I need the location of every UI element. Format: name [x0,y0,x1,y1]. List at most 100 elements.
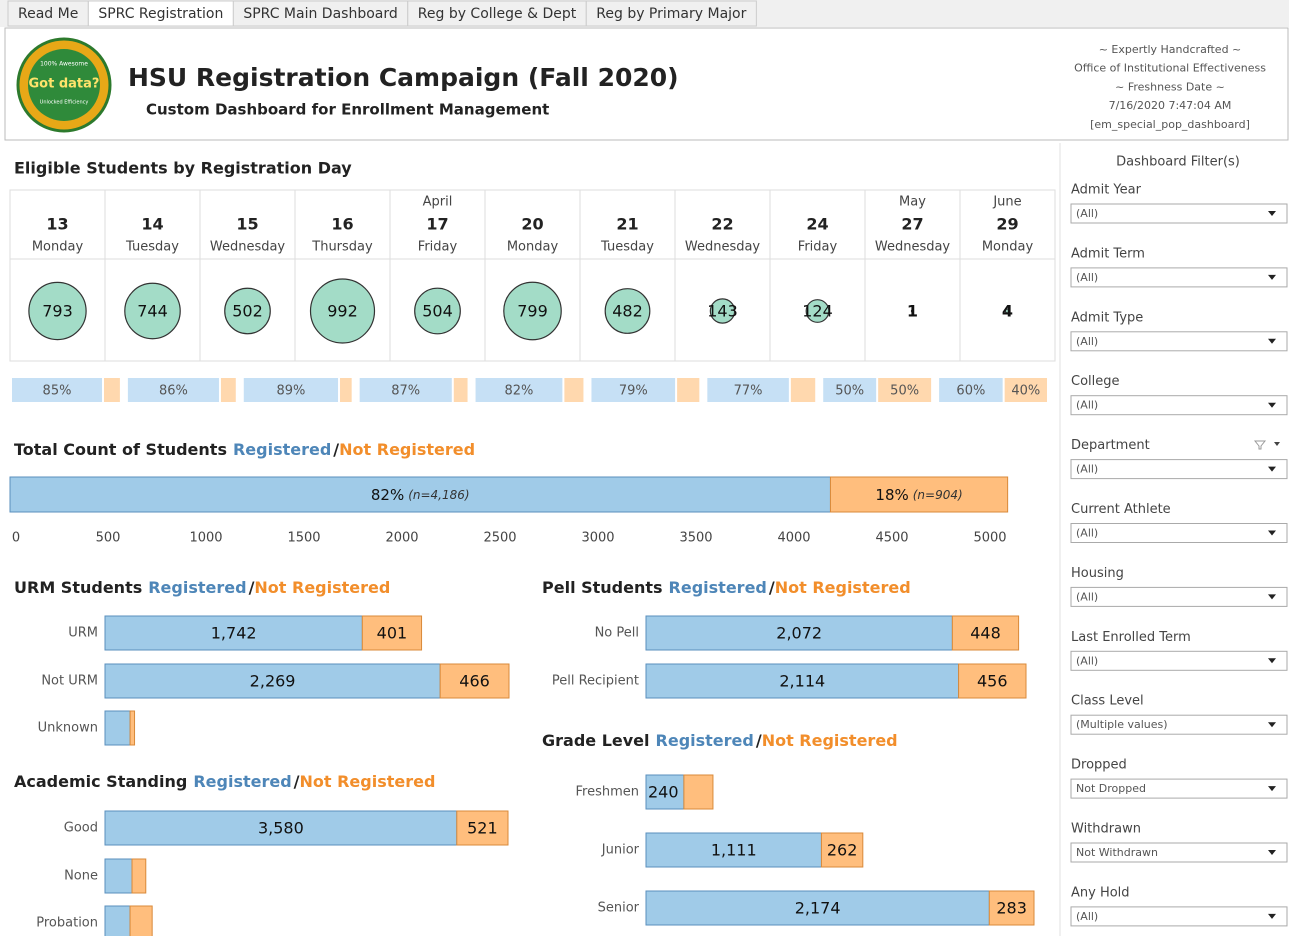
tab[interactable]: Reg by College & Dept [407,0,587,27]
filter-dropdown[interactable]: (All) [1070,906,1288,927]
bar-value-label: 240 [648,783,679,802]
day-weekday: Monday [507,240,559,255]
bar-label: 82% (n=4,186) [371,486,470,504]
logo-text: Unlocked Efficiency [40,100,89,106]
legend-registered: Registered [233,440,331,459]
dropdown-arrow [1268,402,1276,408]
day-bubble [910,309,915,313]
filter-label: Department [1071,438,1150,453]
tab-label: Read Me [18,6,78,22]
header-info: 7/16/2020 7:47:04 AM [1109,99,1232,112]
day-weekday: Friday [798,240,838,255]
legend-separator: / [294,772,300,791]
filter-dropdown[interactable]: Not Withdrawn [1070,842,1288,863]
pct-registered [475,378,563,402]
pct-registered [359,378,452,402]
filter-dropdown[interactable]: (All) [1070,203,1288,224]
dropdown-box [1070,650,1288,671]
bar-value-label: 283 [996,899,1027,918]
pct-registered [591,378,676,402]
tab-label: Reg by College & Dept [418,6,577,22]
x-tick-label: 500 [96,531,121,546]
pct-label: 77% [734,384,763,399]
dropdown-box [1070,267,1288,288]
pct-label: 50% [890,384,919,399]
pct-not-registered [564,378,584,402]
day-bubble [503,281,562,341]
dropdown-value: (Multiple values) [1076,718,1168,731]
day-bubble [309,278,376,344]
bar-not-registered [958,663,1027,699]
x-tick-label: 2500 [483,531,516,546]
filter-dropdown[interactable]: (All) [1070,459,1288,480]
filter-dropdown[interactable]: Not Dropped [1070,778,1288,799]
bar-value-label: 2,114 [779,672,825,691]
dropdown-value: (All) [1076,527,1098,540]
tab-bg [232,0,409,27]
dropdown-value: (All) [1076,654,1098,667]
filter-dropdown[interactable]: (All) [1070,523,1288,543]
day-count: 143 [707,302,738,321]
filter-dropdown[interactable]: (All) [1070,267,1288,288]
day-date: 16 [331,215,353,234]
pct-label: 60% [956,384,985,399]
month-label: June [992,195,1021,210]
bar-registered [645,663,960,699]
bar-not-registered [129,710,136,746]
x-tick-label: 5000 [973,531,1006,546]
bar-not-registered [820,832,864,868]
section-title: Total Count of Students Registered/Not Re… [14,440,475,459]
tab[interactable]: Read Me [7,0,89,27]
day-weekday: Monday [982,240,1034,255]
day-weekday: Thursday [311,240,373,255]
pct-not-registered [340,378,352,402]
category-label: None [64,869,98,884]
pct-not-registered [677,378,700,402]
tab[interactable]: SPRC Registration [87,0,234,27]
bar-value-label: 1,742 [211,624,257,643]
filter-label: Any Hold [1071,885,1130,900]
day-bubble [805,299,830,323]
filter-dropdown[interactable]: (All) [1070,331,1288,352]
dropdown-arrow [1268,274,1276,280]
filter-dropdown[interactable]: (All) [1070,650,1288,671]
tab-label: SPRC Registration [98,6,223,22]
tab-bg [585,0,757,27]
legend-separator: / [249,578,255,597]
day-date: 17 [426,215,448,234]
tab[interactable]: SPRC Main Dashboard [232,0,409,27]
filter-dropdown[interactable]: (All) [1070,586,1288,607]
day-count: 502 [232,302,263,321]
dropdown-arrow [1268,722,1276,728]
header-title: HSU Registration Campaign (Fall 2020) [128,63,679,92]
section-title: Grade Level Registered/Not Registered [542,731,898,750]
day-count: 482 [612,302,643,321]
dropdown-arrow [1268,594,1276,600]
dropdown-arrow [1268,338,1276,344]
pct-label: 79% [619,384,648,399]
dropdown-arrow [1268,466,1276,472]
day-count: 4 [1002,302,1013,321]
dropdown-box [1070,842,1288,863]
dropdown-box [1070,459,1288,480]
x-tick-label: 0 [12,531,20,546]
dropdown-box [1070,714,1288,735]
filter-label: Class Level [1071,694,1144,709]
legend-not-registered: Not Registered [300,772,436,791]
legend-separator: / [769,578,775,597]
dropdown-value: (All) [1076,910,1098,923]
category-label: Probation [36,916,98,931]
pct-label: 18% [875,486,908,504]
dropdown-box [1070,586,1288,607]
tab[interactable]: Reg by Primary Major [585,0,757,27]
bar-registered [104,615,363,651]
filter-dropdown[interactable]: (All) [1070,395,1288,416]
x-tick-label: 1000 [189,531,222,546]
filter-dropdown[interactable]: (Multiple values) [1070,714,1288,735]
x-tick-label: 3000 [581,531,614,546]
day-date: 15 [236,215,258,234]
pct-label: 89% [276,384,305,399]
legend-not-registered: Not Registered [254,578,390,597]
bar-label: 18% (n=904) [875,486,962,504]
filter-label: Admit Term [1071,246,1145,261]
